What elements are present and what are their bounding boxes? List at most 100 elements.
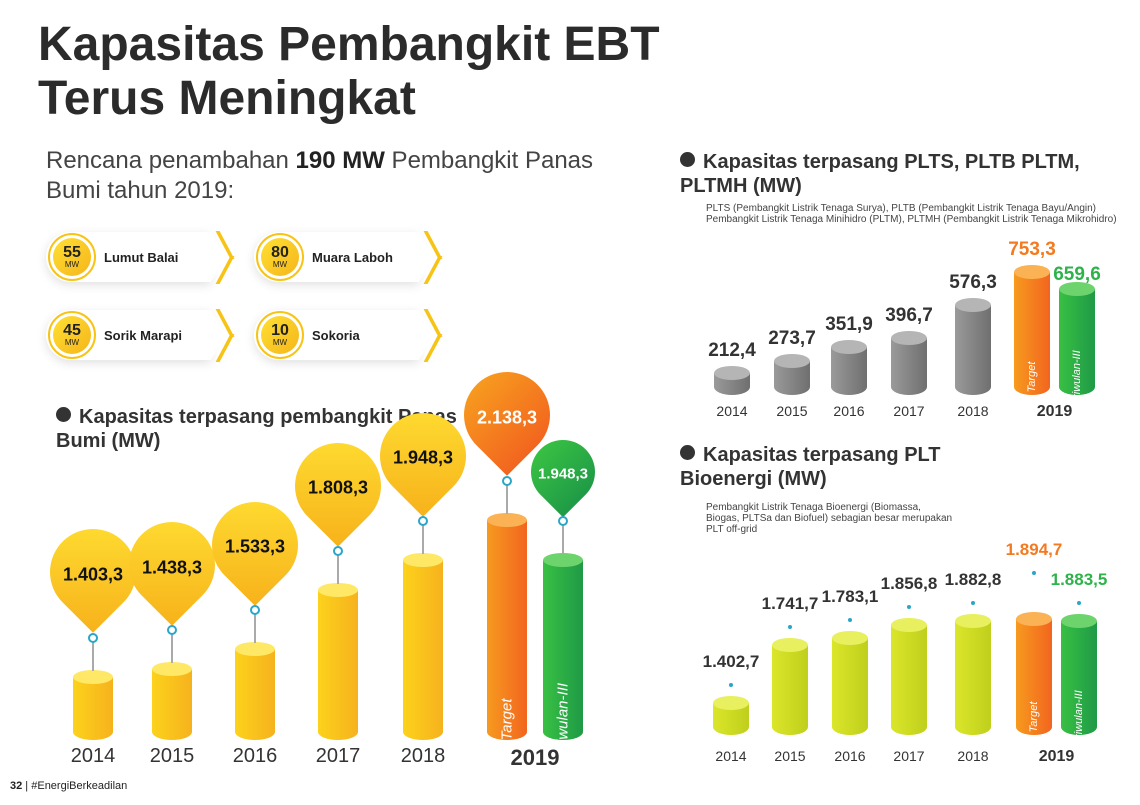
value-label: 273,7 — [768, 328, 816, 350]
year-label: 2014 — [715, 748, 747, 764]
value-label: 1.948,3 — [537, 465, 589, 483]
pin-knob — [418, 516, 428, 527]
mw-badge-inner: 10 MW — [261, 316, 299, 354]
bar-top — [714, 365, 750, 380]
bar-top — [891, 618, 927, 633]
bar-tag: Target — [1028, 701, 1040, 733]
bar-top — [235, 642, 275, 657]
value-label: 1.741,7 — [761, 594, 819, 614]
value-label: 1.856,8 — [880, 574, 938, 594]
bio-section-title: Kapasitas terpasang PLT Bioenergi (MW) — [680, 443, 1000, 491]
bio-title: Kapasitas terpasang PLT Bioenergi (MW) — [680, 444, 941, 490]
pin-stem — [337, 550, 339, 585]
bar — [713, 696, 749, 735]
title-line-2: Terus Meningkat — [38, 72, 416, 125]
bar-top — [1061, 613, 1097, 628]
bar: Triwulan-III — [1059, 282, 1095, 404]
bar-top — [955, 613, 991, 628]
year-label: 2016 — [833, 403, 865, 419]
year-label: 2017 — [893, 403, 925, 419]
value-label: 753,3 — [1008, 238, 1056, 260]
pin-stem — [254, 609, 256, 644]
bar-top — [1059, 282, 1095, 297]
bar — [403, 553, 443, 740]
hashtag: #EnergiBerkeadilan — [31, 780, 128, 792]
year-label: 2018 — [957, 403, 989, 419]
bar — [774, 354, 810, 395]
value-dot — [1077, 600, 1081, 605]
bar — [891, 618, 927, 735]
year-label: 2016 — [232, 745, 278, 767]
bar-top — [73, 669, 113, 684]
value-label: 1.783,1 — [821, 586, 879, 606]
plant-card: 10 MW Sokoria — [254, 310, 433, 360]
subtitle-pre: Rencana penambahan — [46, 147, 296, 174]
bar: Target — [487, 512, 527, 740]
pin-stem — [92, 636, 94, 671]
value-label: 1.882,8 — [944, 569, 1002, 589]
bar-tag: Target — [1026, 361, 1038, 393]
value-label: 2.138,3 — [476, 407, 538, 428]
year-label: 2015 — [776, 403, 808, 419]
mw-badge-inner: 55 MW — [53, 238, 91, 276]
value-label: 1.808,3 — [307, 477, 369, 498]
bar: Triwulan-III — [1061, 613, 1097, 744]
footer: 32 | #EnergiBerkeadilan — [10, 780, 128, 792]
pin-knob — [88, 632, 98, 643]
page-number: 32 — [10, 780, 23, 792]
bar: Triwulan-III — [543, 553, 583, 756]
bullet-icon — [680, 445, 695, 460]
mw-unit: MW — [272, 338, 288, 347]
value-label: 212,4 — [708, 339, 756, 361]
chevron-icon — [223, 310, 231, 360]
plant-name: Sorik Marapi — [104, 327, 183, 343]
value-label: 1.402,7 — [702, 652, 760, 671]
plant-name: Sokoria — [312, 327, 360, 343]
pin-stem — [171, 629, 173, 664]
bar — [831, 339, 867, 395]
value-dot — [971, 600, 975, 605]
plts-note: PLTS (Pembangkit Listrik Tenaga Surya), … — [706, 203, 1117, 225]
value-label: 1.403,3 — [62, 564, 124, 585]
plts-section-title: Kapasitas terpasang PLTS, PLTB PLTM, PLT… — [680, 150, 1080, 198]
mw-badge-inner: 45 MW — [53, 316, 91, 354]
mw-unit: MW — [64, 338, 80, 347]
bar-top — [831, 339, 867, 354]
bio-note: Pembangkit Listrik Tenaga Bioenergi (Bio… — [706, 502, 953, 535]
bar-top — [713, 696, 749, 710]
title-line-1: Kapasitas Pembangkit EBT — [38, 18, 660, 71]
plant-name: Muara Laboh — [312, 249, 393, 265]
bar-top — [152, 662, 192, 677]
pin-stem — [562, 520, 564, 555]
bar — [235, 642, 275, 740]
mw-badge: 45 MW — [48, 311, 96, 359]
year-label: 2015 — [774, 748, 806, 764]
bar-top — [891, 331, 927, 346]
value-label: 1.533,3 — [224, 536, 286, 557]
value-dot — [1032, 570, 1036, 575]
mw-value: 55 — [63, 244, 81, 261]
plant-card: 80 MW Muara Laboh — [254, 232, 433, 282]
bullet-icon — [56, 407, 71, 422]
value-label: 1.894,7 — [1005, 539, 1063, 559]
bar-top — [955, 297, 991, 312]
mw-value: 80 — [271, 244, 289, 261]
plts-title: Kapasitas terpasang PLTS, PLTB PLTM, PLT… — [680, 151, 1080, 197]
plant-card: 45 MW Sorik Marapi — [46, 310, 225, 360]
geothermal-section-title: Kapasitas terpasang pembangkit Panas Bum… — [56, 405, 476, 453]
year-label: 2018 — [400, 745, 446, 767]
mw-badge-inner: 80 MW — [261, 238, 299, 276]
bar — [955, 613, 991, 735]
value-dot — [907, 605, 911, 610]
pin-stem — [506, 479, 508, 514]
page-title: Kapasitas Pembangkit EBT Terus Meningkat — [38, 18, 660, 126]
year-label: 2018 — [957, 748, 989, 764]
bar-top — [403, 553, 443, 568]
year-label-2019: 2019 — [510, 745, 560, 770]
value-dot — [848, 617, 852, 622]
year-label: 2016 — [834, 748, 866, 764]
chevron-icon — [223, 232, 231, 282]
year-label: 2014 — [716, 403, 748, 419]
bar — [772, 638, 808, 735]
value-label: 576,3 — [949, 271, 997, 293]
